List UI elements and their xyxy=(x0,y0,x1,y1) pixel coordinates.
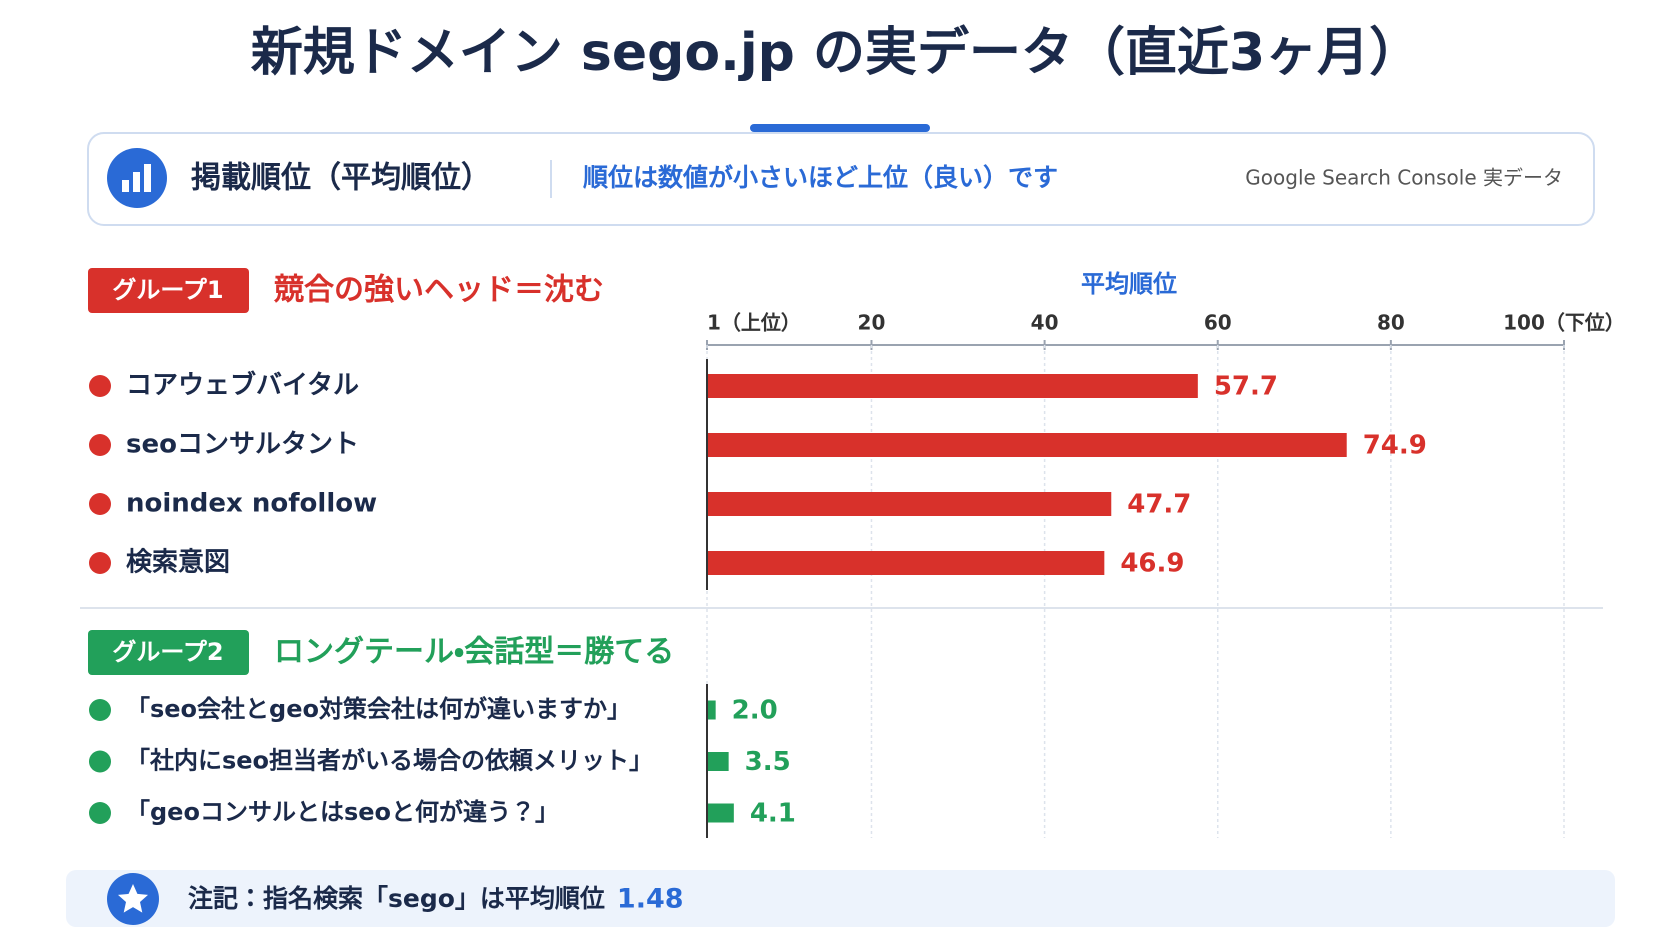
x-axis-title: 平均順位 xyxy=(1081,270,1177,298)
category-label: コアウェブバイタル xyxy=(126,370,359,401)
category-label: 「seo会社とgeo対策会社は何が違いますか」 xyxy=(126,695,631,723)
x-tick-label: 20 xyxy=(858,311,886,335)
bar xyxy=(707,492,1112,516)
star-icon xyxy=(107,873,159,925)
bullet xyxy=(89,750,111,773)
category-label: 検索意図 xyxy=(126,548,230,578)
panel-title: 掲載順位（平均順位） xyxy=(191,161,491,196)
value-label: 4.1 xyxy=(750,799,796,829)
x-tick-label: 80 xyxy=(1377,311,1405,335)
bullet xyxy=(89,552,111,574)
bar xyxy=(707,700,716,720)
group-heading: 競合の強いヘッド＝沈む xyxy=(273,273,604,308)
note-bar xyxy=(66,870,1615,927)
x-tick-label: 1（上位） xyxy=(707,311,801,335)
note-text: 注記：指名検索「sego」は平均順位 xyxy=(188,884,605,913)
page-title: 新規ドメイン sego.jp の実データ（直近3ヶ月） xyxy=(251,23,1421,83)
value-label: 74.9 xyxy=(1363,431,1427,461)
group-label: グループ2 xyxy=(112,638,223,666)
value-label: 2.0 xyxy=(732,696,778,726)
x-tick-label: 100（下位） xyxy=(1503,311,1625,335)
category-label: noindex nofollow xyxy=(126,489,377,519)
bullet xyxy=(89,375,111,397)
category-label: 「geoコンサルとはseoと何が違う？」 xyxy=(126,798,559,826)
value-label: 3.5 xyxy=(745,747,791,777)
bar xyxy=(707,551,1105,575)
value-label: 57.7 xyxy=(1214,372,1278,402)
panel-description: 順位は数値が小さいほど上位（良い）です xyxy=(583,163,1058,192)
bar xyxy=(707,374,1198,398)
x-tick-label: 60 xyxy=(1204,311,1232,335)
category-label: 「社内にseo担当者がいる場合の依頼メリット」 xyxy=(126,747,653,775)
group-label: グループ1 xyxy=(112,276,223,304)
bar xyxy=(707,433,1347,457)
bar xyxy=(707,803,734,823)
note-value: 1.48 xyxy=(617,884,684,915)
title-underline xyxy=(750,124,930,132)
group-badge xyxy=(88,268,249,313)
bullet xyxy=(89,699,111,721)
category-label: seoコンサルタント xyxy=(126,430,359,460)
bullet xyxy=(89,493,111,515)
bar xyxy=(707,752,729,771)
group-heading: ロングテール・会話型＝勝てる xyxy=(274,635,674,670)
chart-icon xyxy=(107,148,167,208)
bullet xyxy=(89,434,111,456)
info-panel xyxy=(87,132,1595,226)
group-badge xyxy=(88,630,249,675)
panel-source: Google Search Console 実データ xyxy=(1245,166,1563,190)
value-label: 47.7 xyxy=(1127,490,1191,520)
x-tick-label: 40 xyxy=(1031,311,1059,335)
value-label: 46.9 xyxy=(1120,549,1184,579)
bullet xyxy=(89,802,111,824)
